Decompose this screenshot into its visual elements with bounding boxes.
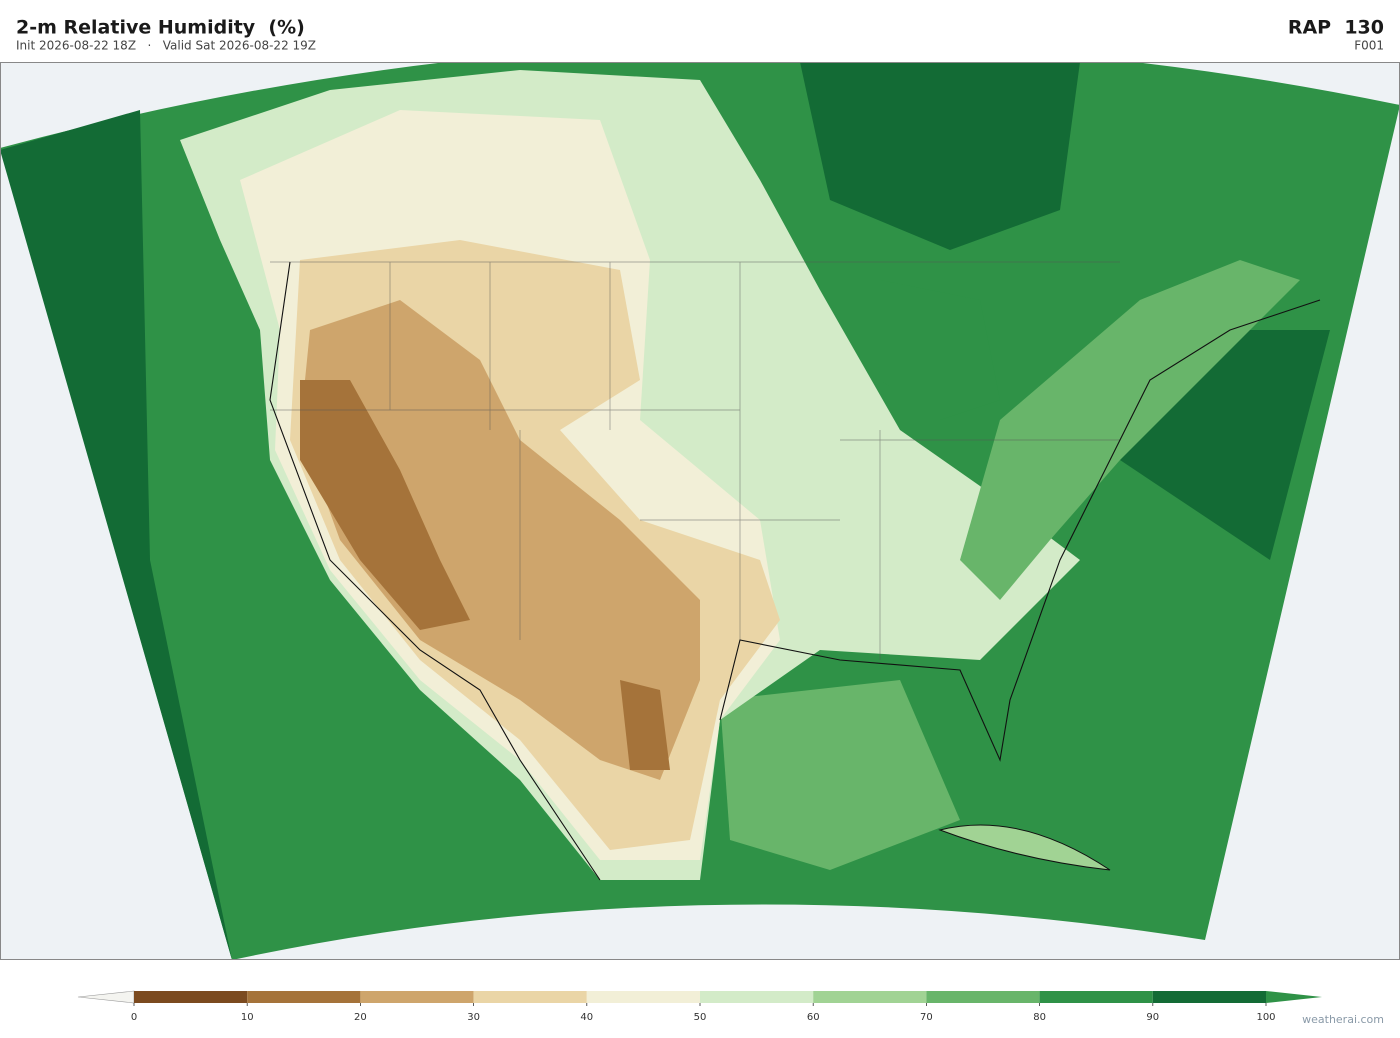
colorbar-segment [247, 991, 361, 1003]
model-name: RAP 130 [1288, 17, 1384, 39]
colorbar-tick-label: 0 [131, 1012, 137, 1023]
forecast-hour: F001 [1354, 39, 1384, 53]
watermark: weatherai.com [1302, 1013, 1384, 1026]
colorbar-tick-label: 100 [1256, 1012, 1275, 1023]
colorbar-over [1266, 991, 1322, 1003]
gulf [720, 680, 960, 870]
colorbar-segment [586, 991, 700, 1003]
colorbar-tick-label: 70 [920, 1012, 933, 1023]
canada-moist [800, 62, 1080, 250]
colorbar-tick-label: 40 [580, 1012, 593, 1023]
colorbar-segment [473, 991, 587, 1003]
colorbar-tick-label: 60 [807, 1012, 820, 1023]
east-coast [960, 260, 1300, 600]
colorbar-tick-label: 30 [467, 1012, 480, 1023]
desert [300, 380, 470, 630]
colorbar-segment [700, 991, 814, 1003]
colorbar-tick-label: 10 [241, 1012, 254, 1023]
cuba [938, 824, 1111, 871]
colorbar-segment [1039, 991, 1153, 1003]
state-borders [270, 261, 1120, 660]
map [0, 62, 1400, 960]
map-title: 2-m Relative Humidity (%) [16, 17, 305, 39]
colorbar-tick-label: 80 [1033, 1012, 1046, 1023]
colorbar-under [77, 990, 135, 1004]
colorbar: 0 10 20 30 40 50 60 70 80 90 100 [77, 990, 1322, 1023]
land-arid [300, 300, 700, 780]
colorbar-segment [813, 991, 927, 1003]
colorbar-segment [134, 991, 248, 1003]
colorbar-tick-label: 20 [354, 1012, 367, 1023]
colorbar-tick-label: 50 [694, 1012, 707, 1023]
map-subtitle: Init 2026-08-22 18Z · Valid Sat 2026-08-… [16, 39, 316, 53]
colorbar-segment [1152, 991, 1266, 1003]
great-lakes-moist [880, 280, 1000, 420]
pacific-moist [0, 110, 232, 960]
mexico-desert [620, 680, 670, 770]
coastline [269, 261, 1321, 881]
colorbar-segment [360, 991, 474, 1003]
colorbar-segment [926, 991, 1040, 1003]
colorbar-tick-label: 90 [1146, 1012, 1159, 1023]
